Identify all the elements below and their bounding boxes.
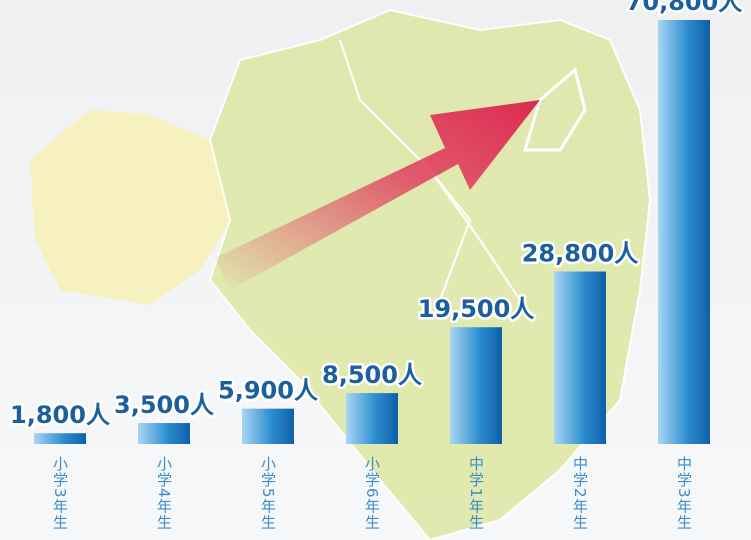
bar [450,327,502,444]
x-tick-label: 小学3年生 [51,456,69,531]
x-tick-label: 小学4年生 [155,456,173,531]
bar [242,409,294,444]
x-tick-label: 小学5年生 [259,456,277,531]
value-label: 70,800人 [626,0,743,16]
bar [554,272,606,444]
bar [138,423,190,444]
bar [34,433,86,444]
value-label: 1,800人 [10,401,110,429]
value-label: 28,800人 [522,240,639,268]
value-label: 8,500人 [322,361,422,389]
x-tick-label: 中学3年生 [675,456,693,531]
value-label: 19,500人 [418,295,535,323]
x-tick-label: 中学2年生 [571,456,589,531]
value-label: 3,500人 [114,391,214,419]
chart: 1,800人小学3年生 3,500人小学4年生 5,900人小学5年生 8,500人小… [0,0,751,540]
bar [658,20,710,444]
value-label: 5,900人 [218,377,318,405]
bar [346,393,398,444]
x-tick-label: 中学1年生 [467,456,485,531]
x-tick-label: 小学6年生 [363,456,381,531]
